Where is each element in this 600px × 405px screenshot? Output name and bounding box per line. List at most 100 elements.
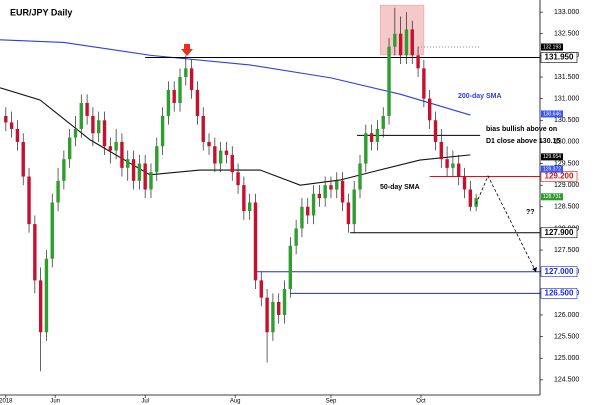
candle-body [50,202,54,259]
candle-body [230,154,234,173]
candle-body [207,141,211,147]
candle-body [91,115,95,134]
candle-body [62,159,66,181]
candle-body [439,141,443,160]
candle-body [21,141,25,177]
price-tag [541,193,563,201]
candle-body [172,89,176,103]
candle-body [468,189,473,207]
y-tick-label: 130.500 [554,117,579,124]
candle-body [335,180,339,190]
candle-body [27,176,31,225]
y-tick-label: 124.500 [554,377,579,384]
price-tag [541,43,563,51]
candle-body [178,77,182,103]
candle-body [474,198,478,207]
x-tick-label: 2018 [0,399,13,405]
x-tick-label: Jun [50,399,60,405]
y-tick-label: 125.500 [554,333,579,340]
candle-body [33,224,37,281]
y-tick-label: 127.500 [554,247,579,254]
candle-body [126,159,130,168]
level-label-box [540,227,578,239]
candle-body [224,150,229,155]
candle-body [4,115,8,123]
candle-body [381,115,385,129]
candle-body [422,68,426,99]
x-tick-label: Oct [416,399,426,405]
candle-body [445,159,449,168]
candle-body [427,98,432,121]
candle-body [131,159,136,181]
y-tick-label: 133.000 [554,9,579,16]
candle-body [398,33,403,56]
y-tick-label: 129.000 [554,182,579,189]
candle-body [166,89,171,116]
projection-arrow [475,175,537,273]
candle-body [218,150,223,164]
y-tick-label: 131.000 [554,95,579,102]
x-tick-label: Sep [326,399,337,405]
price-tag-label: 129.654 [543,154,561,160]
level-label: 129.200 [545,172,574,181]
candle-body [56,180,60,203]
level-label: 127.000 [545,267,574,276]
y-tick-label: 132.500 [554,31,579,38]
candle-body [346,202,351,225]
price-tag [541,165,563,173]
candle-body [311,193,316,216]
candle-body [410,29,414,56]
candle-body [155,146,159,173]
candle-body [15,128,20,142]
candle-body [189,68,194,90]
candle-body [387,46,391,116]
level-label: 127.900 [545,228,574,237]
level-label-box [540,288,578,299]
price-tag-label: 132.193 [543,44,561,50]
candle-body [97,120,101,134]
candle-body [149,172,153,190]
y-tick-label: 130.000 [554,139,579,146]
candle-body [120,141,124,168]
candle-body [108,146,113,151]
annotation: D1 close above 130.15 [486,138,560,145]
candle-body [294,228,298,246]
candle-body [38,280,43,333]
price-tag [541,110,563,118]
candle-body [288,245,293,290]
candle-body [317,193,322,199]
candle-body [73,128,78,138]
candle-body [265,297,269,333]
candle-body [300,206,304,229]
candle-body [242,185,246,212]
candle-body [393,33,397,47]
annotation: ?? [526,209,535,216]
candle-body [277,301,281,315]
arrow-head [532,267,537,272]
sma-line [0,39,471,116]
price-tag-label: 130.646 [543,111,561,117]
candle-body [451,163,455,168]
candle-body [9,122,14,129]
y-tick-label: 128.500 [554,204,579,211]
candle-body [137,163,142,181]
candle-body [201,115,205,142]
candle-body [253,202,258,281]
candle-body [85,102,89,116]
candle-body [79,102,83,129]
candle-body [213,146,217,164]
candle-body [160,115,165,147]
candle-body [457,163,461,177]
y-tick-label: 126.000 [554,312,579,319]
candle-body [352,189,356,225]
red-arrow [181,44,193,56]
x-tick-label: Jul [141,399,149,405]
annotation: 200-day SMA [458,93,502,100]
candle-body [329,185,333,190]
price-tag-label: 128.731 [543,194,561,200]
annotation: bias bullish above on [486,126,557,133]
candle-body [282,289,287,315]
candle-body [323,185,327,199]
